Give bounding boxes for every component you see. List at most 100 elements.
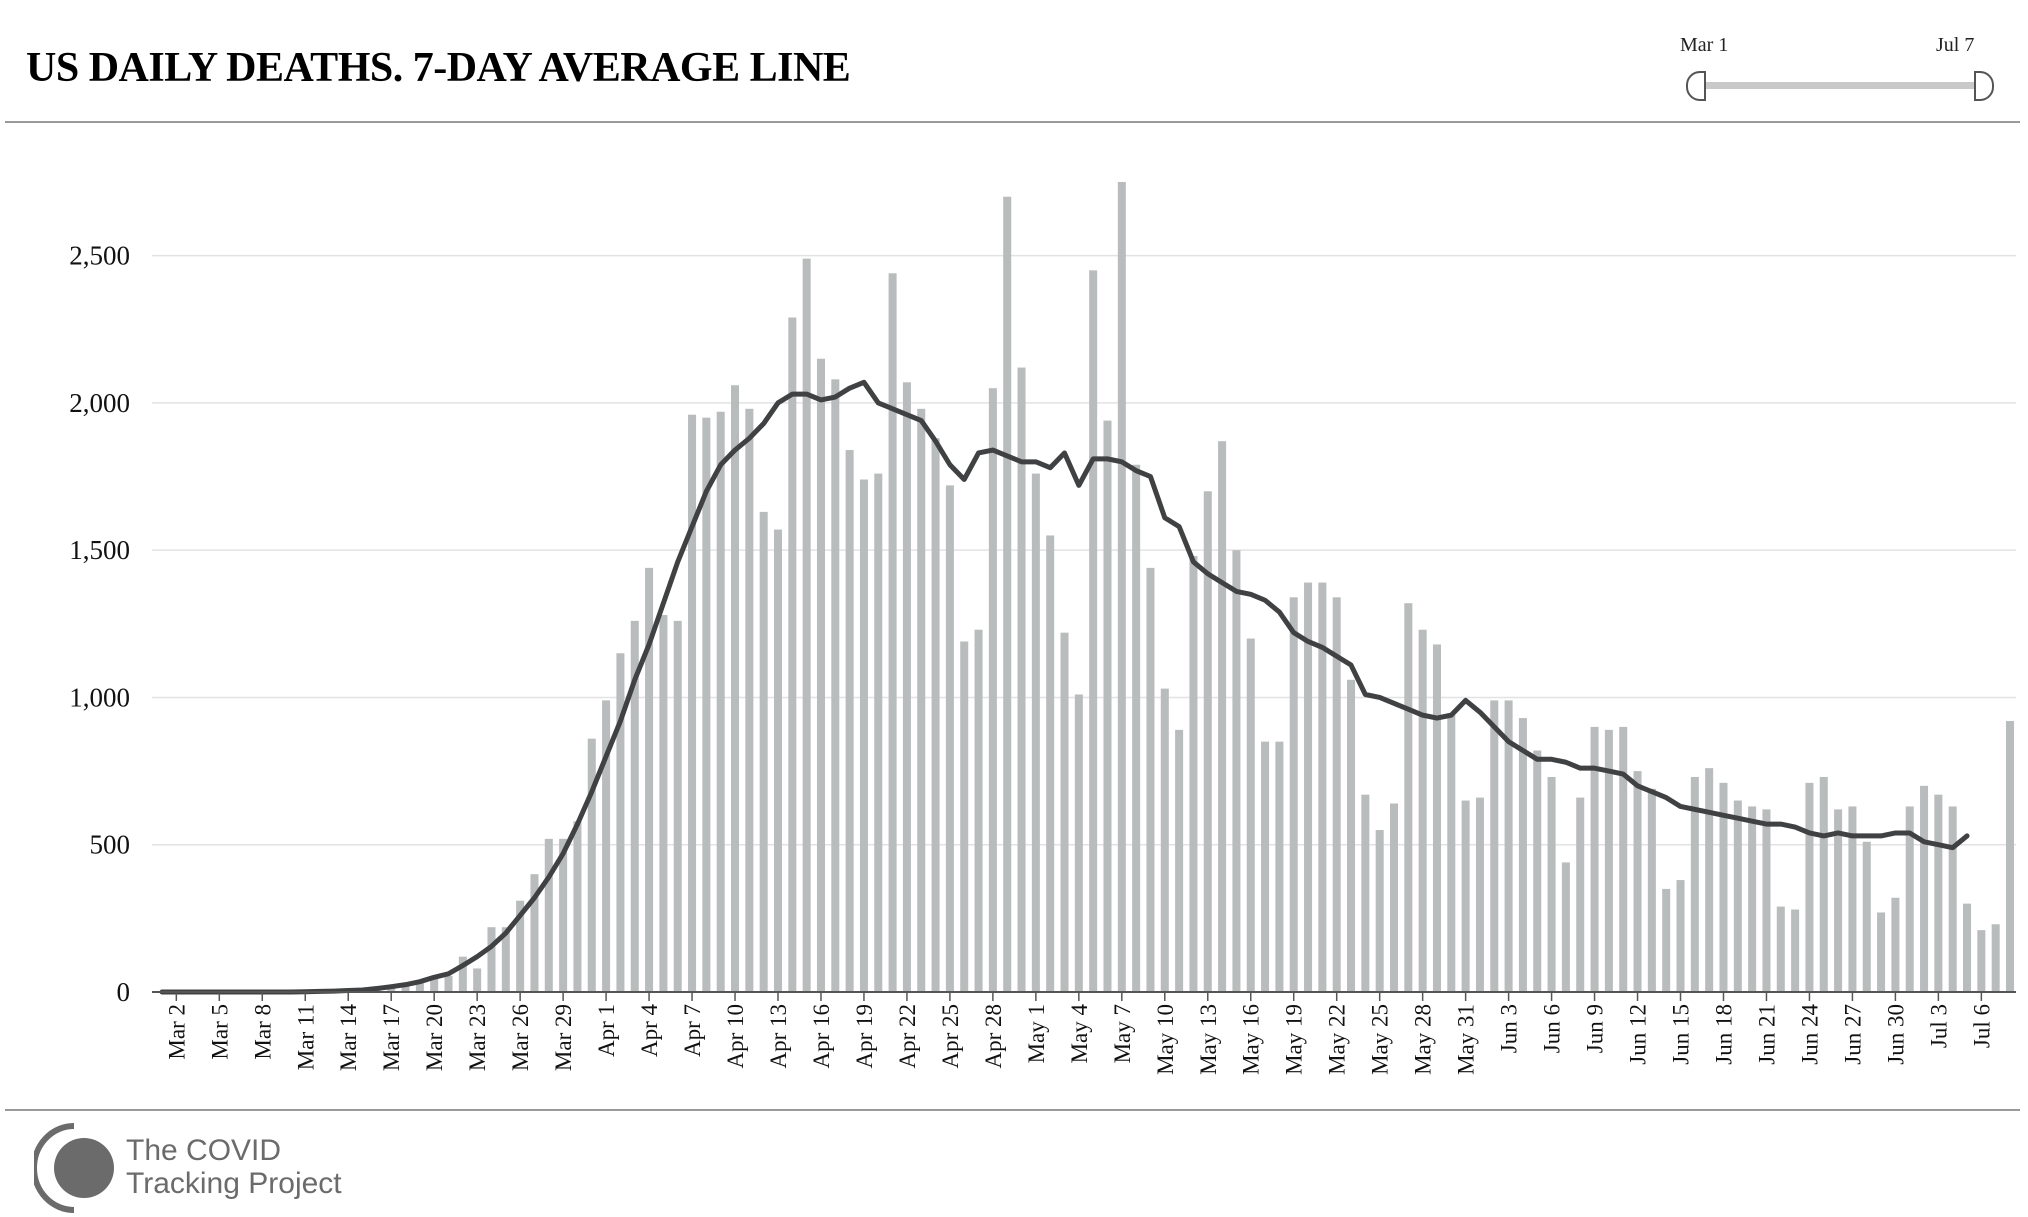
x-tick-label: May 16 xyxy=(1239,1004,1264,1075)
bar xyxy=(688,415,696,992)
bar xyxy=(1118,182,1126,992)
bar xyxy=(1734,801,1742,992)
x-tick-label: Jun 30 xyxy=(1883,1004,1908,1065)
bar xyxy=(1562,862,1570,992)
bar xyxy=(545,839,553,992)
bar xyxy=(1662,889,1670,992)
bar xyxy=(1634,771,1642,992)
bar xyxy=(573,821,581,992)
bar xyxy=(1533,750,1541,992)
x-tick-label: May 28 xyxy=(1411,1004,1436,1075)
daily-death-bars xyxy=(301,182,2014,992)
bar xyxy=(817,359,825,992)
bar xyxy=(774,530,782,992)
x-tick-label: Mar 5 xyxy=(207,1004,232,1060)
bar xyxy=(1290,597,1298,992)
bar xyxy=(874,474,882,992)
x-tick-label: Jun 15 xyxy=(1669,1004,1694,1065)
bar xyxy=(1748,806,1756,992)
bar xyxy=(1476,798,1484,992)
x-tick-label: May 25 xyxy=(1368,1004,1393,1075)
bar xyxy=(1677,880,1685,992)
x-tick-label: May 4 xyxy=(1067,1004,1092,1064)
bar xyxy=(975,630,983,992)
bar xyxy=(960,641,968,992)
x-tick-label: Apr 22 xyxy=(895,1004,920,1069)
bar xyxy=(2006,721,2014,992)
x-tick-label: Jul 6 xyxy=(1969,1004,1994,1048)
bar xyxy=(674,621,682,992)
bar xyxy=(1075,695,1083,992)
logo-text: The COVID Tracking Project xyxy=(126,1134,342,1200)
bar xyxy=(889,273,897,992)
footer-divider xyxy=(5,1109,2020,1111)
x-tick-label: Mar 20 xyxy=(422,1004,447,1071)
bar xyxy=(1777,907,1785,992)
x-tick-label: May 31 xyxy=(1454,1004,1479,1075)
bar xyxy=(1361,795,1369,992)
bar xyxy=(473,968,481,992)
bar xyxy=(1376,830,1384,992)
x-tick-label: Apr 1 xyxy=(594,1004,619,1057)
x-tick-label: Apr 16 xyxy=(809,1004,834,1069)
x-tick-label: Jun 21 xyxy=(1754,1004,1779,1065)
bar xyxy=(831,379,839,992)
bar xyxy=(860,479,868,992)
bar xyxy=(1390,803,1398,992)
bar xyxy=(1404,603,1412,992)
covid-tracking-project-logo[interactable]: The COVID Tracking Project xyxy=(34,1122,414,1217)
bar xyxy=(1447,715,1455,992)
bar xyxy=(487,927,495,992)
x-tick-label: Mar 2 xyxy=(164,1004,189,1060)
bar xyxy=(1705,768,1713,992)
bar xyxy=(1762,809,1770,992)
bar xyxy=(1204,491,1212,992)
y-tick-label: 2,000 xyxy=(69,388,130,418)
bar xyxy=(846,450,854,992)
x-tick-label: Mar 11 xyxy=(293,1004,318,1070)
bar xyxy=(1132,465,1140,992)
bar xyxy=(1834,809,1842,992)
x-tick-label: Jun 6 xyxy=(1540,1004,1565,1053)
bar xyxy=(1232,550,1240,992)
bar xyxy=(1275,742,1283,992)
bar xyxy=(917,409,925,992)
bar xyxy=(760,512,768,992)
x-tick-label: Apr 13 xyxy=(766,1004,791,1069)
x-tick-label: Apr 19 xyxy=(852,1004,877,1069)
x-tick-label: May 19 xyxy=(1282,1004,1307,1075)
x-tick-label: Jul 3 xyxy=(1926,1004,1951,1048)
bar xyxy=(1548,777,1556,992)
x-tick-label: Mar 26 xyxy=(508,1004,533,1071)
bar xyxy=(1146,568,1154,992)
bar xyxy=(1791,910,1799,992)
x-tick-label: Mar 14 xyxy=(336,1004,361,1072)
x-tick-label: Apr 28 xyxy=(981,1004,1006,1069)
x-tick-label: Jun 24 xyxy=(1797,1004,1822,1065)
logo-icon xyxy=(34,1122,118,1214)
y-tick-label: 500 xyxy=(90,830,131,860)
x-tick-label: Jun 12 xyxy=(1626,1004,1651,1065)
x-tick-label: May 13 xyxy=(1196,1004,1221,1075)
bar xyxy=(1175,730,1183,992)
x-tick-label: Mar 23 xyxy=(465,1004,490,1071)
bar xyxy=(932,438,940,992)
bar xyxy=(1189,556,1197,992)
y-tick-label: 2,500 xyxy=(69,241,130,271)
bar xyxy=(1820,777,1828,992)
bar xyxy=(1977,930,1985,992)
x-tick-label: Jun 9 xyxy=(1583,1004,1608,1053)
bar xyxy=(1261,742,1269,992)
x-tick-label: May 22 xyxy=(1325,1004,1350,1075)
logo-line-1: The COVID xyxy=(126,1134,342,1167)
bar xyxy=(659,615,667,992)
bar xyxy=(1490,700,1498,992)
grid-lines xyxy=(152,256,2016,845)
x-tick-label: May 10 xyxy=(1153,1004,1178,1075)
bar xyxy=(445,976,453,992)
bar xyxy=(1648,789,1656,992)
bar xyxy=(1462,801,1470,992)
y-tick-label: 1,500 xyxy=(69,535,130,565)
bar xyxy=(1161,689,1169,992)
bar xyxy=(1419,630,1427,992)
